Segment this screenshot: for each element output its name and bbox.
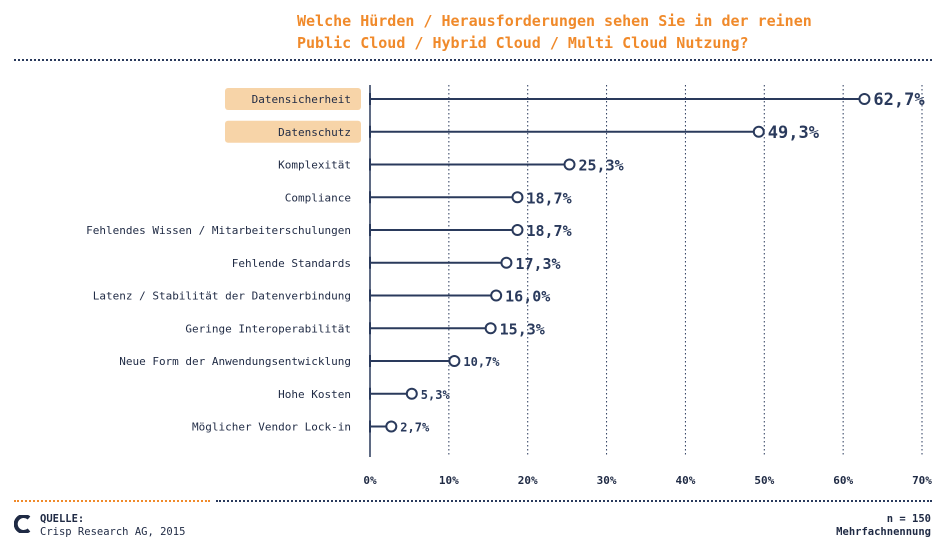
lollipop-marker bbox=[484, 322, 497, 335]
x-tick-label: 70% bbox=[912, 474, 932, 487]
category-highlight bbox=[225, 88, 361, 110]
category-highlight bbox=[225, 120, 361, 143]
category-label: Datenschutz bbox=[278, 126, 351, 139]
category-label: Latenz / Stabilität der Datenverbindung bbox=[93, 290, 351, 303]
x-tick-label: 60% bbox=[833, 474, 853, 487]
category-label: Fehlende Standards bbox=[232, 257, 351, 270]
lollipop-marker bbox=[490, 289, 503, 302]
chart-title-line-2: Public Cloud / Hybrid Cloud / Multi Clou… bbox=[297, 34, 749, 52]
category-label: Neue Form der Anwendungsentwicklung bbox=[119, 355, 351, 368]
value-label: 15,3% bbox=[500, 320, 545, 338]
chart-title: Welche Hürden / Herausforderungen sehen … bbox=[297, 10, 917, 54]
value-label: 2,7% bbox=[400, 421, 430, 435]
x-tick-label: 20% bbox=[518, 474, 538, 487]
category-label: Möglicher Vendor Lock-in bbox=[192, 421, 351, 434]
category-label: Compliance bbox=[285, 191, 351, 204]
multiple-answers-note: Mehrfachnennung bbox=[836, 526, 931, 538]
footer-divider-orange bbox=[14, 500, 210, 502]
footer-divider-navy bbox=[216, 500, 932, 502]
value-label: 5,3% bbox=[421, 388, 451, 402]
value-label: 25,3% bbox=[579, 157, 624, 175]
lollipop-marker bbox=[448, 355, 461, 367]
value-label: 17,3% bbox=[515, 255, 560, 273]
lollipop-marker bbox=[500, 256, 513, 269]
x-tick-label: 50% bbox=[754, 474, 774, 487]
source-block: QUELLE: Crisp Research AG, 2015 bbox=[14, 513, 185, 539]
lollipop-marker bbox=[858, 93, 871, 105]
category-label: Geringe Interoperabilität bbox=[185, 322, 351, 335]
x-tick-label: 0% bbox=[363, 474, 377, 487]
crisp-logo-icon bbox=[14, 515, 31, 533]
category-label: Komplexität bbox=[278, 159, 351, 172]
lollipop-marker bbox=[385, 420, 398, 433]
value-label: 49,3% bbox=[768, 123, 820, 143]
value-label: 16,0% bbox=[505, 288, 550, 306]
category-label: Fehlendes Wissen / Mitarbeiterschulungen bbox=[86, 224, 351, 237]
category-label: Hohe Kosten bbox=[278, 388, 351, 401]
x-tick-label: 10% bbox=[439, 474, 459, 487]
value-label: 18,7% bbox=[526, 189, 571, 207]
x-tick-label: 40% bbox=[675, 474, 695, 487]
sample-size: n = 150 bbox=[886, 513, 931, 525]
top-divider bbox=[14, 59, 932, 61]
lollipop-marker bbox=[511, 191, 524, 204]
x-tick-label: 30% bbox=[597, 474, 617, 487]
value-label: 10,7% bbox=[463, 355, 500, 369]
lollipop-marker bbox=[752, 125, 765, 138]
lollipop-chart: 0% 10% 20% 30% 40% 50% 60% 70% Datensicherheit 62… bbox=[86, 85, 932, 487]
category-label: Datensicherheit bbox=[252, 93, 351, 106]
lollipop-marker bbox=[563, 158, 576, 171]
value-label: 62,7% bbox=[873, 90, 925, 110]
source-label: QUELLE: bbox=[40, 513, 85, 525]
value-label: 18,7% bbox=[526, 222, 571, 240]
source-text: Crisp Research AG, 2015 bbox=[40, 526, 186, 538]
lollipop-marker bbox=[511, 224, 524, 236]
sample-info: n = 150 Mehrfachnennung bbox=[836, 513, 931, 539]
chart-title-line-1: Welche Hürden / Herausforderungen sehen … bbox=[297, 12, 812, 30]
lollipop-marker bbox=[405, 387, 418, 400]
